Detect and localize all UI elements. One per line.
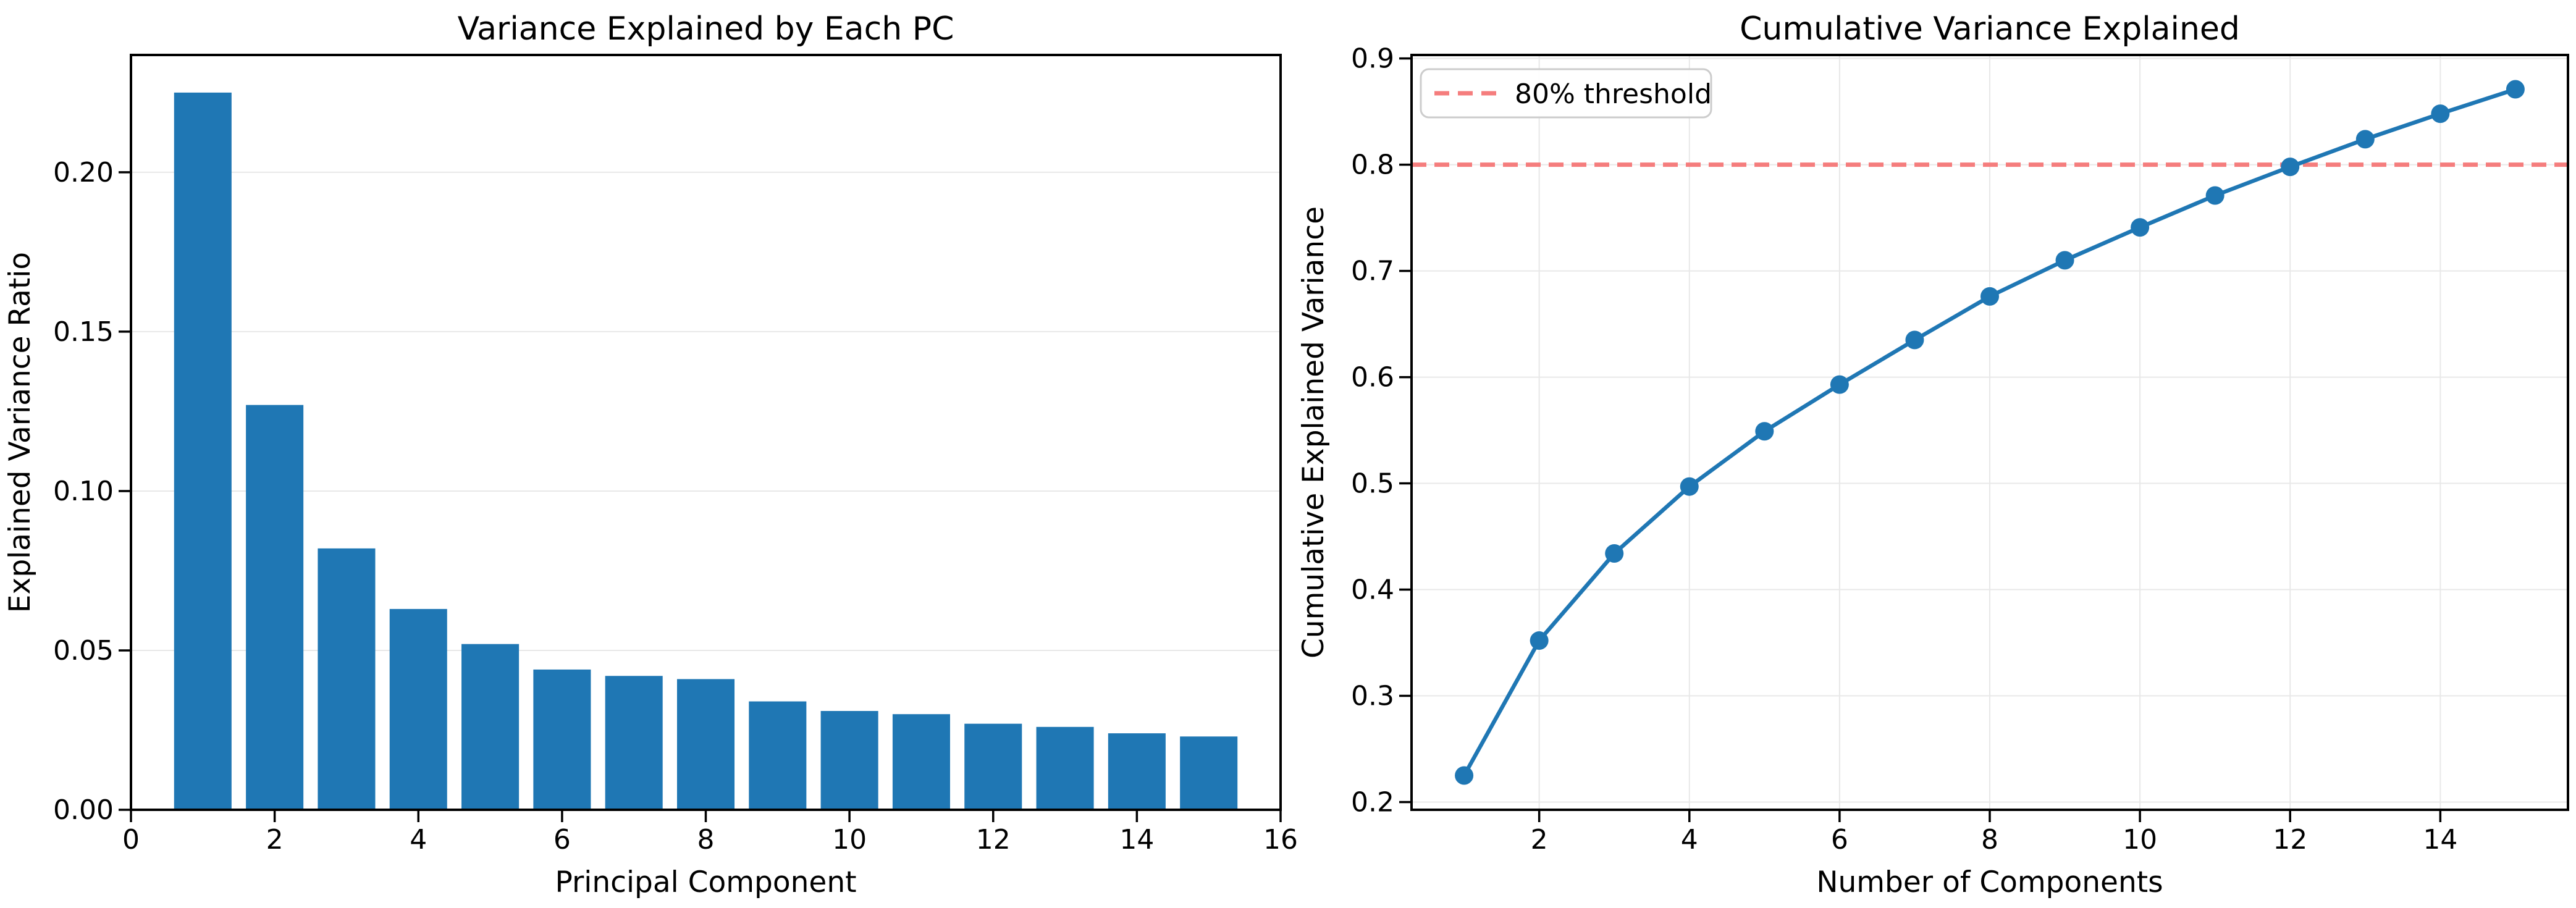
y-tick-label: 0.8 [1351, 149, 1394, 181]
x-tick-label: 8 [1981, 824, 1998, 855]
y-tick-label: 0.6 [1351, 362, 1394, 393]
x-tick-label: 6 [554, 824, 571, 855]
y-tick-label: 0.7 [1351, 256, 1394, 287]
legend: 80% threshold [1420, 68, 1712, 119]
left-chart-ylabel: Explained Variance Ratio [3, 252, 37, 613]
x-tick-label: 14 [1119, 824, 1154, 855]
x-tick-label: 14 [2423, 824, 2457, 855]
right-chart-title: Cumulative Variance Explained [1740, 11, 2240, 48]
x-tick-label: 16 [1263, 824, 1298, 855]
bar-pc-11 [892, 714, 950, 810]
data-point-marker-12 [2281, 158, 2300, 177]
data-point-marker-4 [1680, 477, 1699, 496]
bar-pc-8 [676, 679, 735, 810]
x-tick-label: 12 [976, 824, 1011, 855]
data-point-marker-3 [1605, 544, 1624, 563]
x-tick-label: 10 [832, 824, 867, 855]
x-tick-label: 4 [1681, 824, 1698, 855]
bar-pc-4 [389, 608, 447, 810]
left-chart-xlabel: Principal Component [555, 865, 856, 899]
bar-pc-12 [964, 723, 1022, 810]
data-point-marker-7 [1905, 330, 1924, 350]
data-point-marker-11 [2205, 186, 2225, 205]
x-tick-label: 2 [1531, 824, 1548, 855]
data-point-marker-1 [1455, 766, 1474, 785]
y-tick-label: 0.2 [1351, 786, 1394, 818]
y-tick-label: 0.3 [1351, 680, 1394, 712]
y-tick-label: 0.5 [1351, 468, 1394, 500]
bar-pc-6 [533, 669, 591, 810]
bar-pc-10 [820, 711, 878, 810]
bar-pc-2 [246, 405, 304, 810]
y-tick-label: 0.20 [53, 157, 114, 188]
x-tick-label: 0 [122, 824, 140, 855]
bar-pc-14 [1108, 733, 1166, 810]
right-chart-xlabel: Number of Components [1816, 865, 2163, 899]
legend-box [1420, 68, 1712, 119]
x-tick-label: 2 [266, 824, 284, 855]
y-tick-label: 0.4 [1351, 574, 1394, 606]
data-point-marker-10 [2131, 218, 2150, 237]
bar-pc-7 [605, 676, 663, 810]
x-tick-label: 4 [410, 824, 427, 855]
bar-pc-1 [174, 92, 232, 810]
data-point-marker-15 [2506, 80, 2525, 99]
right-chart-ylabel: Cumulative Explained Variance [1297, 206, 1331, 658]
data-point-marker-13 [2355, 130, 2375, 149]
x-tick-label: 6 [1831, 824, 1848, 855]
bar-pc-5 [461, 644, 520, 810]
x-tick-label: 8 [697, 824, 715, 855]
data-point-marker-14 [2431, 104, 2450, 124]
x-tick-label: 10 [2123, 824, 2157, 855]
y-tick-label: 0.05 [53, 635, 114, 666]
data-point-marker-5 [1755, 422, 1774, 441]
legend-label: 80% threshold [1515, 78, 1712, 110]
y-tick-label: 0.15 [53, 316, 114, 348]
y-tick-label: 0.9 [1351, 43, 1394, 75]
bar-pc-9 [749, 701, 807, 810]
left-chart-title: Variance Explained by Each PC [458, 11, 954, 48]
data-point-marker-8 [1980, 287, 1999, 306]
bar-pc-13 [1036, 726, 1094, 810]
y-tick-label: 0.10 [53, 476, 114, 507]
y-tick-label: 0.00 [53, 794, 114, 826]
data-point-marker-2 [1530, 631, 1549, 650]
bar-pc-15 [1180, 736, 1238, 810]
data-point-marker-6 [1830, 375, 1849, 394]
x-tick-label: 12 [2273, 824, 2307, 855]
data-point-marker-9 [2055, 251, 2074, 270]
bar-pc-3 [318, 548, 376, 810]
